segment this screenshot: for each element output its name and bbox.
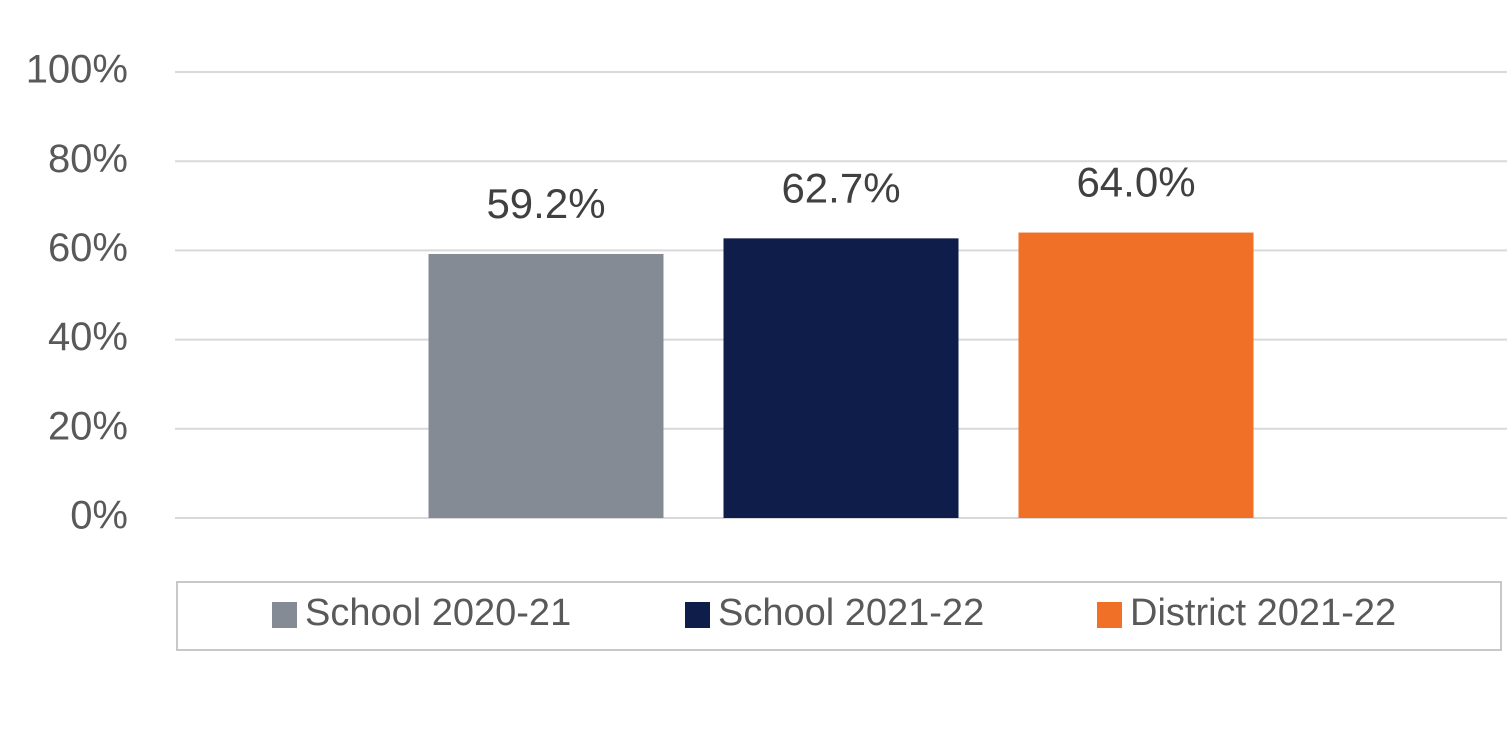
legend-swatch [1097, 602, 1122, 628]
bar [723, 238, 959, 518]
bar [1018, 232, 1254, 518]
legend-label: District 2021-22 [1130, 592, 1396, 634]
legend-swatch [685, 602, 710, 628]
legend-label: School 2020-21 [305, 592, 571, 634]
data-label: 59.2% [486, 180, 605, 227]
y-tick-label: 40% [48, 315, 128, 359]
data-label: 62.7% [781, 164, 900, 211]
legend-label: School 2021-22 [718, 592, 984, 634]
data-label: 64.0% [1076, 159, 1195, 206]
y-tick-label: 0% [70, 494, 128, 538]
legend-box [176, 581, 1502, 651]
y-tick-label: 80% [48, 137, 128, 181]
y-tick-label: 20% [48, 404, 128, 448]
y-tick-label: 60% [48, 226, 128, 270]
legend-swatch [272, 602, 297, 628]
bar [428, 253, 664, 518]
y-tick-label: 100% [26, 48, 128, 92]
